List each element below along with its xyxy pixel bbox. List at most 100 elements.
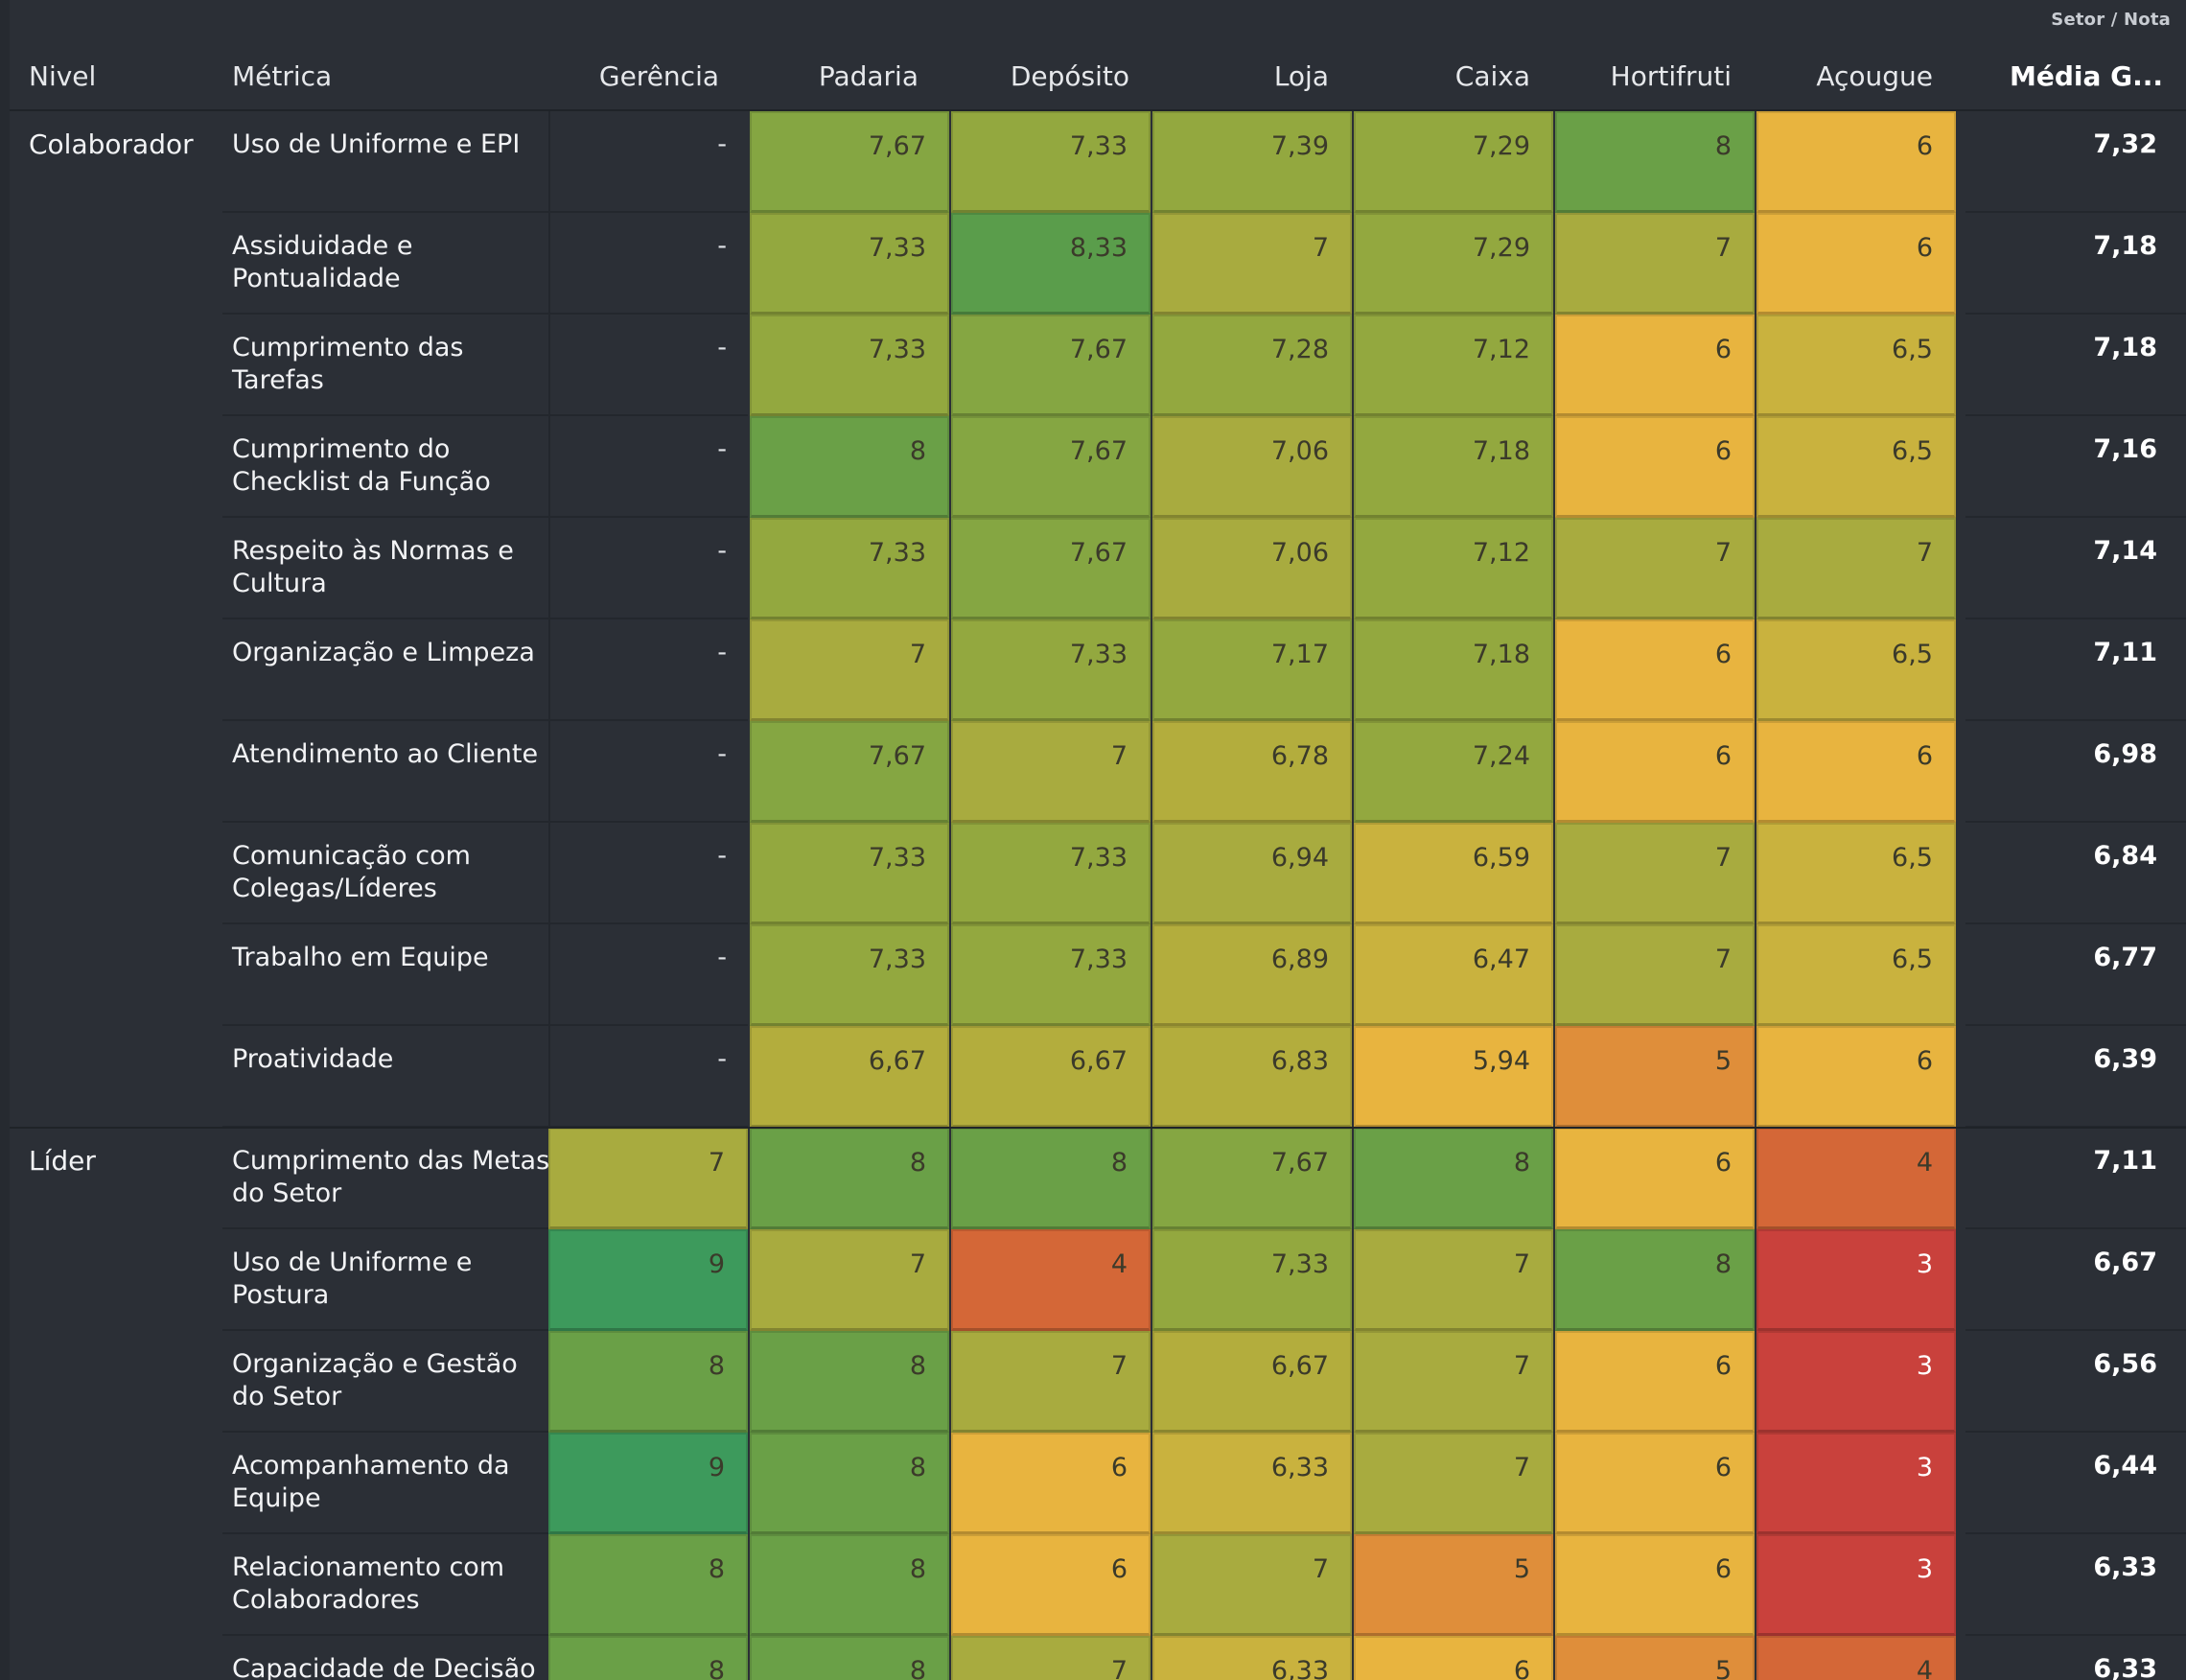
score-cell-loja[interactable]: 6,33 bbox=[1152, 1636, 1352, 1680]
table-row[interactable]: Proatividade - 6,67 6,67 6,83 5,94 5 6 6,39 bbox=[10, 1026, 2186, 1128]
score-cell-padaria[interactable]: 7,33 bbox=[750, 823, 949, 924]
table-row[interactable]: Cumprimento do Checklist da Função - 8 7,67… bbox=[10, 416, 2186, 518]
score-cell-hortifruti[interactable]: 7 bbox=[1555, 924, 1755, 1026]
score-cell-deposito[interactable]: 6 bbox=[951, 1433, 1151, 1534]
score-cell-padaria[interactable]: 8 bbox=[750, 1534, 949, 1636]
score-cell-acougue[interactable]: 6 bbox=[1756, 213, 1956, 315]
score-cell-hortifruti[interactable]: 5 bbox=[1555, 1026, 1755, 1128]
score-cell-loja[interactable]: 6,83 bbox=[1152, 1026, 1352, 1128]
score-cell-caixa[interactable]: 7 bbox=[1354, 1433, 1553, 1534]
table-row[interactable]: Organização e Gestão do Setor 8 8 7 6,67 7 6 3 6… bbox=[10, 1331, 2186, 1433]
score-cell-acougue[interactable]: 7 bbox=[1756, 518, 1956, 619]
score-cell-caixa[interactable]: 7,18 bbox=[1354, 619, 1553, 721]
score-cell-loja[interactable]: 6,78 bbox=[1152, 721, 1352, 823]
score-cell-acougue[interactable]: 3 bbox=[1756, 1229, 1956, 1331]
table-row[interactable]: Cumprimento das Tarefas - 7,33 7,67 7,28 7,12… bbox=[10, 315, 2186, 416]
score-cell-caixa[interactable]: 7,24 bbox=[1354, 721, 1553, 823]
score-cell-padaria[interactable]: 8 bbox=[750, 1636, 949, 1680]
score-cell-loja[interactable]: 6,89 bbox=[1152, 924, 1352, 1026]
score-cell-gerencia[interactable]: 8 bbox=[548, 1636, 748, 1680]
score-cell-padaria[interactable]: 8 bbox=[750, 1433, 949, 1534]
score-cell-caixa[interactable]: 7,18 bbox=[1354, 416, 1553, 518]
score-cell-deposito[interactable]: 4 bbox=[951, 1229, 1151, 1331]
score-cell-deposito[interactable]: 7,33 bbox=[951, 924, 1151, 1026]
score-cell-gerencia[interactable]: 7 bbox=[548, 1128, 748, 1229]
score-cell-loja[interactable]: 7 bbox=[1152, 213, 1352, 315]
score-cell-gerencia[interactable]: - bbox=[548, 619, 748, 721]
header-gerencia[interactable]: Gerência bbox=[598, 60, 719, 92]
score-cell-deposito[interactable]: 7,33 bbox=[951, 619, 1151, 721]
table-row[interactable]: Capacidade de Decisão e 8 8 7 6,33 6 5 4 6,33 bbox=[10, 1636, 2186, 1680]
score-cell-loja[interactable]: 7 bbox=[1152, 1534, 1352, 1636]
table-row[interactable]: Respeito às Normas e Cultura - 7,33 7,67 7,0… bbox=[10, 518, 2186, 619]
score-cell-hortifruti[interactable]: 7 bbox=[1555, 518, 1755, 619]
score-cell-gerencia[interactable]: - bbox=[548, 1026, 748, 1128]
score-cell-caixa[interactable]: 7 bbox=[1354, 1331, 1553, 1433]
score-cell-acougue[interactable]: 6,5 bbox=[1756, 315, 1956, 416]
score-cell-acougue[interactable]: 6 bbox=[1756, 721, 1956, 823]
score-cell-hortifruti[interactable]: 7 bbox=[1555, 823, 1755, 924]
score-cell-deposito[interactable]: 7,67 bbox=[951, 518, 1151, 619]
score-cell-padaria[interactable]: 7 bbox=[750, 1229, 949, 1331]
score-cell-deposito[interactable]: 7 bbox=[951, 721, 1151, 823]
table-row[interactable]: Comunicação com Colegas/Líderes - 7,33 7,33… bbox=[10, 823, 2186, 924]
score-cell-loja[interactable]: 7,39 bbox=[1152, 111, 1352, 213]
score-cell-deposito[interactable]: 6 bbox=[951, 1534, 1151, 1636]
score-cell-deposito[interactable]: 7,33 bbox=[951, 823, 1151, 924]
score-cell-gerencia[interactable]: - bbox=[548, 721, 748, 823]
score-cell-acougue[interactable]: 3 bbox=[1756, 1534, 1956, 1636]
score-cell-acougue[interactable]: 4 bbox=[1756, 1636, 1956, 1680]
score-cell-loja[interactable]: 6,33 bbox=[1152, 1433, 1352, 1534]
score-cell-hortifruti[interactable]: 8 bbox=[1555, 1229, 1755, 1331]
score-cell-deposito[interactable]: 8 bbox=[951, 1128, 1151, 1229]
score-cell-gerencia[interactable]: - bbox=[548, 823, 748, 924]
score-cell-caixa[interactable]: 5 bbox=[1354, 1534, 1553, 1636]
score-cell-padaria[interactable]: 7,33 bbox=[750, 213, 949, 315]
score-cell-hortifruti[interactable]: 7 bbox=[1555, 213, 1755, 315]
score-cell-loja[interactable]: 7,06 bbox=[1152, 416, 1352, 518]
score-cell-hortifruti[interactable]: 6 bbox=[1555, 1331, 1755, 1433]
table-row[interactable]: Acompanhamento da Equipe 9 8 6 6,33 7 6 3 6,44 bbox=[10, 1433, 2186, 1534]
score-cell-caixa[interactable]: 7,29 bbox=[1354, 213, 1553, 315]
score-cell-gerencia[interactable]: - bbox=[548, 315, 748, 416]
score-cell-padaria[interactable]: 6,67 bbox=[750, 1026, 949, 1128]
score-cell-padaria[interactable]: 7,67 bbox=[750, 721, 949, 823]
score-cell-deposito[interactable]: 7 bbox=[951, 1331, 1151, 1433]
score-cell-caixa[interactable]: 5,94 bbox=[1354, 1026, 1553, 1128]
score-cell-acougue[interactable]: 6 bbox=[1756, 1026, 1956, 1128]
score-cell-hortifruti[interactable]: 6 bbox=[1555, 416, 1755, 518]
score-cell-hortifruti[interactable]: 6 bbox=[1555, 721, 1755, 823]
header-media-geral[interactable]: Média G... bbox=[2010, 60, 2163, 92]
score-cell-acougue[interactable]: 6,5 bbox=[1756, 416, 1956, 518]
header-caixa[interactable]: Caixa bbox=[1454, 60, 1530, 92]
score-cell-loja[interactable]: 7,28 bbox=[1152, 315, 1352, 416]
header-padaria[interactable]: Padaria bbox=[818, 60, 919, 92]
table-row[interactable]: Organização e Limpeza - 7 7,33 7,17 7,18 6 6,5 7… bbox=[10, 619, 2186, 721]
table-row[interactable]: Relacionamento com Colaboradores 8 8 6 7 5 6 3 6… bbox=[10, 1534, 2186, 1636]
score-cell-hortifruti[interactable]: 6 bbox=[1555, 1433, 1755, 1534]
score-cell-acougue[interactable]: 4 bbox=[1756, 1128, 1956, 1229]
score-cell-padaria[interactable]: 8 bbox=[750, 1128, 949, 1229]
score-cell-loja[interactable]: 6,94 bbox=[1152, 823, 1352, 924]
score-cell-loja[interactable]: 7,06 bbox=[1152, 518, 1352, 619]
header-loja[interactable]: Loja bbox=[1273, 60, 1329, 92]
score-cell-deposito[interactable]: 7,33 bbox=[951, 111, 1151, 213]
score-cell-deposito[interactable]: 6,67 bbox=[951, 1026, 1151, 1128]
score-cell-acougue[interactable]: 6,5 bbox=[1756, 823, 1956, 924]
header-hortifruti[interactable]: Hortifruti bbox=[1610, 60, 1732, 92]
table-row[interactable]: Líder Cumprimento das Metas do Setor 7 8 8 7,… bbox=[10, 1127, 2186, 1229]
score-cell-acougue[interactable]: 6 bbox=[1756, 111, 1956, 213]
score-cell-gerencia[interactable]: - bbox=[548, 518, 748, 619]
score-cell-caixa[interactable]: 6 bbox=[1354, 1636, 1553, 1680]
score-cell-gerencia[interactable]: - bbox=[548, 416, 748, 518]
score-cell-hortifruti[interactable]: 6 bbox=[1555, 619, 1755, 721]
score-cell-hortifruti[interactable]: 5 bbox=[1555, 1636, 1755, 1680]
score-cell-loja[interactable]: 7,33 bbox=[1152, 1229, 1352, 1331]
score-cell-gerencia[interactable]: - bbox=[548, 213, 748, 315]
score-cell-padaria[interactable]: 7,67 bbox=[750, 111, 949, 213]
score-cell-caixa[interactable]: 7,12 bbox=[1354, 518, 1553, 619]
score-cell-hortifruti[interactable]: 8 bbox=[1555, 111, 1755, 213]
score-cell-acougue[interactable]: 6,5 bbox=[1756, 924, 1956, 1026]
table-row[interactable]: Colaborador Uso de Uniforme e EPI - 7,67 7,3… bbox=[10, 111, 2186, 213]
score-cell-caixa[interactable]: 8 bbox=[1354, 1128, 1553, 1229]
